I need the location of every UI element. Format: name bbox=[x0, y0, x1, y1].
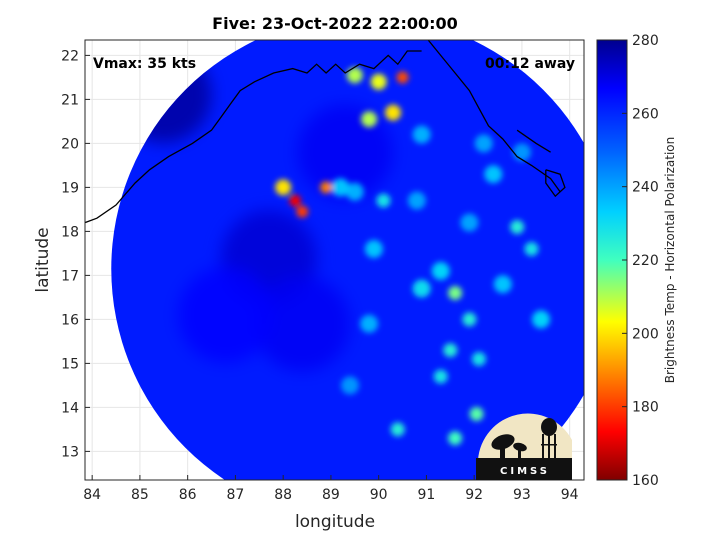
chart-title: Five: 23-Oct-2022 22:00:00 bbox=[212, 14, 458, 33]
colorbar-tick-label: 260 bbox=[632, 106, 659, 122]
coastline-segment bbox=[85, 50, 422, 224]
colorbar-label: Brightness Temp - Horizontal Polarizatio… bbox=[663, 137, 677, 384]
colorbar-tick-label: 240 bbox=[632, 180, 659, 196]
convective-cell bbox=[460, 213, 479, 232]
coastline-segment bbox=[516, 129, 551, 153]
convective-cell bbox=[412, 279, 431, 298]
convective-cell bbox=[275, 179, 292, 196]
x-tick-label: 84 bbox=[83, 487, 101, 503]
convective-cell bbox=[493, 275, 512, 294]
coastline bbox=[85, 40, 566, 224]
time-away-annotation: 00:12 away bbox=[485, 56, 575, 72]
y-axis: 13 14 15 16 17 18 19 20 21 22 bbox=[61, 48, 90, 460]
colorbar-tick-label: 180 bbox=[632, 400, 659, 416]
convective-cell bbox=[469, 407, 484, 421]
cimss-logo: CIMSS bbox=[476, 413, 572, 480]
convective-cell bbox=[512, 143, 531, 162]
x-tick-label: 86 bbox=[179, 487, 197, 503]
x-tick-label: 88 bbox=[274, 487, 292, 503]
vmax-annotation: Vmax: 35 kts bbox=[93, 56, 196, 72]
convective-cell bbox=[384, 104, 401, 121]
convective-cell bbox=[346, 67, 363, 84]
convective-cell bbox=[484, 165, 503, 184]
convective-cell bbox=[412, 125, 431, 144]
convective-cell bbox=[524, 242, 539, 256]
convective-cell bbox=[360, 314, 379, 333]
convective-cell bbox=[471, 352, 486, 366]
convective-cell bbox=[433, 369, 448, 384]
x-tick-label: 94 bbox=[561, 487, 579, 503]
water-tower-icon bbox=[541, 418, 557, 458]
y-tick-label: 21 bbox=[61, 92, 79, 108]
x-tick-label: 93 bbox=[513, 487, 531, 503]
colorbar-tick-label: 160 bbox=[632, 473, 659, 489]
y-tick-label: 17 bbox=[61, 268, 79, 284]
convective-cell bbox=[364, 240, 383, 258]
y-tick-label: 14 bbox=[61, 400, 79, 416]
convective-cell bbox=[320, 181, 333, 194]
warm-feature bbox=[254, 276, 351, 372]
logo-text: CIMSS bbox=[500, 466, 550, 477]
warm-feature bbox=[178, 267, 274, 363]
convective-cell bbox=[448, 286, 463, 300]
convective-cell bbox=[341, 376, 360, 395]
y-tick-label: 22 bbox=[61, 48, 79, 64]
y-tick-label: 19 bbox=[61, 180, 79, 196]
colorbar-tick-label: 220 bbox=[632, 253, 659, 269]
convective-cell bbox=[396, 71, 409, 84]
dish-icon bbox=[491, 434, 527, 458]
y-tick-label: 13 bbox=[61, 444, 79, 460]
convective-cell bbox=[431, 262, 450, 280]
x-tick-label: 87 bbox=[227, 487, 245, 503]
x-tick-label: 92 bbox=[465, 487, 483, 503]
y-tick-label: 18 bbox=[61, 224, 79, 240]
convective-cell bbox=[376, 193, 391, 208]
x-tick-label: 85 bbox=[131, 487, 149, 503]
warm-feature bbox=[297, 104, 393, 200]
x-tick-label: 90 bbox=[370, 487, 388, 503]
coastline-segment bbox=[427, 40, 561, 193]
y-tick-label: 20 bbox=[61, 136, 79, 152]
colorbar-tick-label: 280 bbox=[632, 33, 659, 49]
y-tick-label: 15 bbox=[61, 356, 79, 372]
convective-cell bbox=[289, 194, 302, 207]
convective-cell bbox=[296, 205, 309, 218]
colorbar-tick-label: 200 bbox=[632, 326, 659, 342]
logo-bar bbox=[476, 458, 572, 480]
convective-cell bbox=[474, 134, 493, 153]
cold-regions bbox=[275, 67, 551, 446]
swath-disc bbox=[111, 40, 584, 480]
convective-cell bbox=[532, 310, 551, 329]
swath-layer bbox=[111, 40, 584, 480]
coastline-segment bbox=[545, 169, 566, 198]
x-axis-label: longitude bbox=[295, 512, 375, 532]
x-tick-label: 89 bbox=[322, 487, 340, 503]
axes-frame bbox=[84, 39, 585, 481]
y-tick-label: 16 bbox=[61, 312, 79, 328]
convective-cell bbox=[443, 343, 458, 358]
convective-cell bbox=[407, 191, 426, 210]
convective-cell bbox=[448, 431, 463, 446]
x-tick-label: 91 bbox=[418, 487, 436, 503]
convective-cell bbox=[331, 178, 350, 197]
convective-cell bbox=[345, 182, 364, 201]
convective-cell bbox=[390, 422, 405, 437]
convective-cell bbox=[370, 73, 387, 90]
y-axis-label: latitude bbox=[33, 227, 53, 292]
convective-cell bbox=[510, 220, 525, 234]
colorbar-ticks: 160 180 200 220 240 260 280 bbox=[622, 33, 659, 489]
convective-cell bbox=[462, 312, 477, 327]
convective-cell bbox=[361, 111, 378, 128]
